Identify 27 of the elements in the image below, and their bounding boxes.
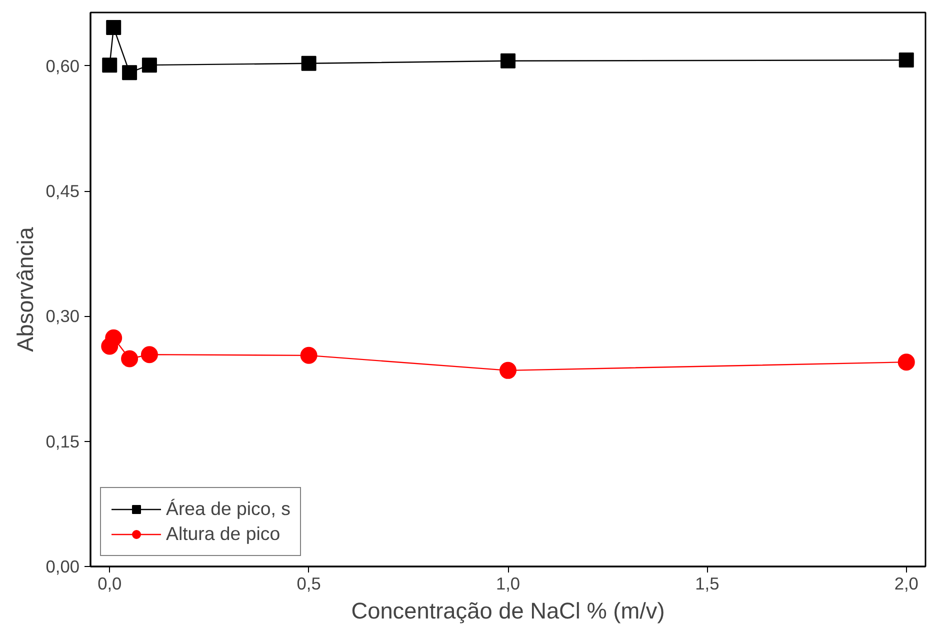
x-tick-label: 2,0 [894,574,918,594]
x-tick-label: 0,5 [296,574,321,594]
y-axis-title: Absorvância [12,226,38,352]
legend-label: Altura de pico [166,523,280,545]
y-tick-label: 0,45 [46,181,80,202]
y-tick-label: 0,00 [46,556,80,576]
point [140,346,158,364]
point [142,58,157,73]
x-tick-label: 1,5 [695,574,720,594]
point [500,362,516,379]
x-tick-label: 1,0 [496,574,520,594]
point [121,350,138,368]
point [898,52,914,68]
point [300,346,318,364]
point [500,53,516,68]
point [105,329,122,346]
x-tick-label: 0,0 [98,574,122,594]
legend-label: Área de pico, s [166,498,290,520]
point [301,56,316,71]
point [102,58,118,73]
point [898,354,915,371]
y-tick-label: 0,30 [46,306,80,326]
y-tick-label: 0,60 [46,56,80,76]
point [122,65,138,80]
point [106,20,122,36]
y-tick-label: 0,15 [46,431,80,452]
x-axis-title: Concentração de NaCl % (m/v) [351,598,665,624]
